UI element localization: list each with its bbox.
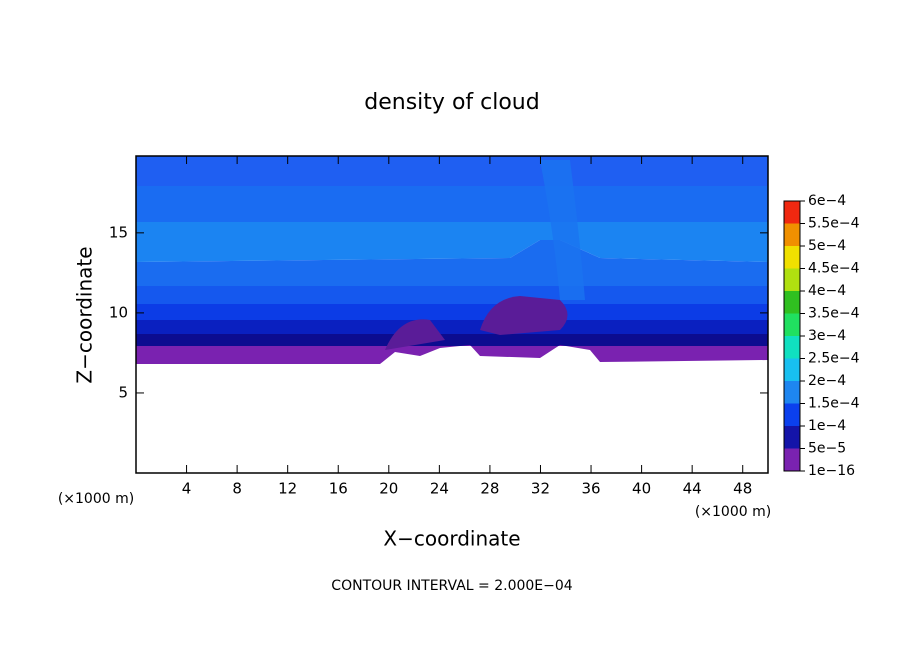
x-tick-label: 44 [683,480,702,498]
colorbar-label: 4e−4 [808,283,846,299]
x-tick-label: 12 [278,480,297,498]
y-axis-label: Z−coordinate [73,246,97,383]
x-unit: (×1000 m) [695,504,771,520]
x-tick-label: 4 [182,480,192,498]
y-unit: (×1000 m) [58,491,134,507]
colorbar-band [784,448,800,471]
colorbar-band [784,223,800,246]
plot-frame [135,155,769,474]
x-axis-label: X−coordinate [383,527,520,551]
colorbar-label: 5.5e−4 [808,216,860,232]
colorbar-band [784,201,800,224]
colorbar-band [784,403,800,426]
x-tick-label: 36 [581,480,600,498]
x-tick-label: 24 [430,480,449,498]
colorbar-label: 5e−4 [808,238,846,254]
colorbar-band [784,381,800,404]
colorbar-label: 5e−5 [808,441,846,457]
colorbar-label: 1e−4 [808,418,846,434]
colorbar-band [784,291,800,314]
colorbar-label: 4.5e−4 [808,261,860,277]
x-tick-label: 48 [733,480,752,498]
colorbar-label: 3e−4 [808,328,846,344]
colorbar-band [784,313,800,336]
colorbar-band [784,246,800,269]
colorbar-label: 2.5e−4 [808,351,860,367]
contour-field [136,156,768,473]
x-tick-label: 16 [329,480,348,498]
chart-title: density of cloud [364,90,539,115]
colorbar-label: 3.5e−4 [808,306,860,322]
colorbar-label: 1e−16 [808,463,855,479]
y-tick-label: 10 [109,303,128,321]
colorbar-label: 2e−4 [808,373,846,389]
colorbar-band [784,268,800,291]
y-tick-label: 15 [109,223,128,241]
colorbar-band [784,358,800,381]
x-tick-label: 28 [480,480,499,498]
colorbar-band [784,336,800,359]
x-tick-label: 8 [232,480,242,498]
footnote: CONTOUR INTERVAL = 2.000E−04 [331,578,572,594]
colorbar-label: 6e−4 [808,193,846,209]
y-tick-label: 5 [118,383,128,401]
x-tick-label: 20 [379,480,398,498]
colorbar-band [784,426,800,449]
x-tick-label: 32 [531,480,550,498]
colorbar-label: 1.5e−4 [808,396,860,412]
x-tick-label: 40 [632,480,651,498]
